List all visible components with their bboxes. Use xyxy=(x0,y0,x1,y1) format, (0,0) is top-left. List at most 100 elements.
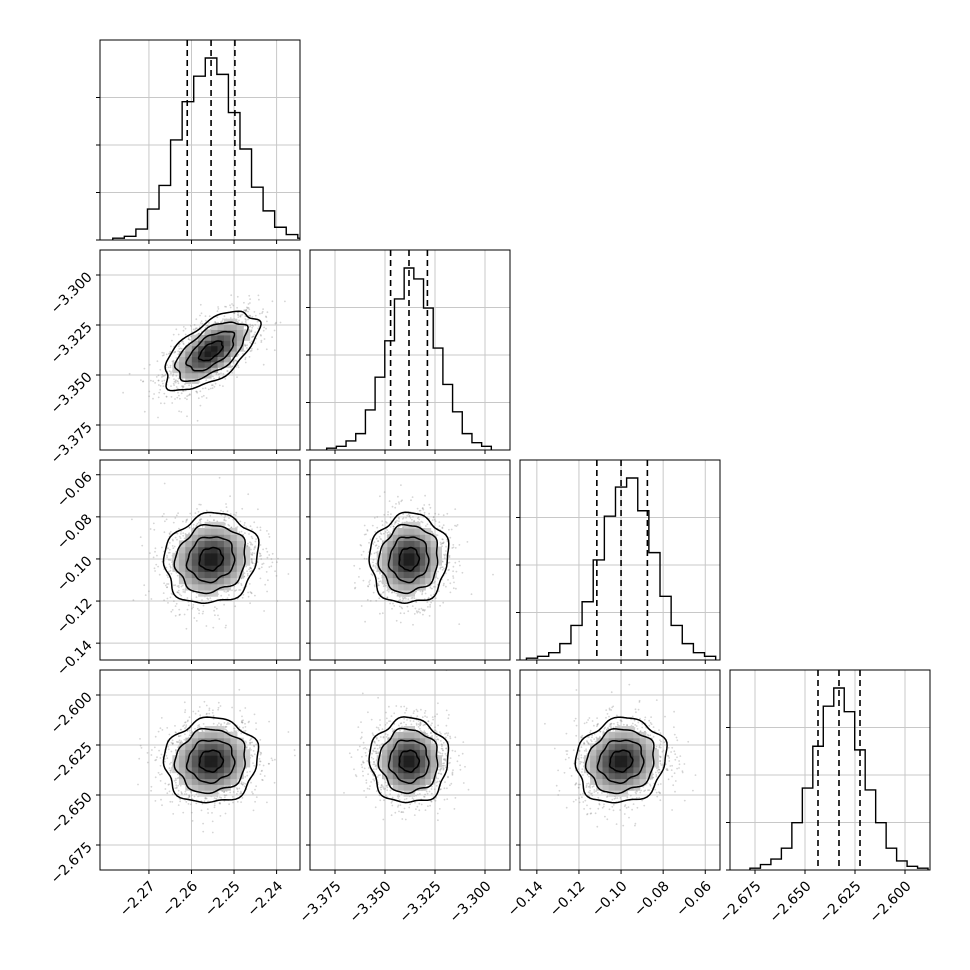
density-cell xyxy=(243,546,251,554)
sample-point xyxy=(442,601,445,604)
sample-point xyxy=(259,760,262,763)
sample-point xyxy=(423,504,426,506)
density-cell xyxy=(178,565,186,572)
y-tick-label: −0.12 xyxy=(54,595,96,637)
sample-point xyxy=(152,556,155,559)
sample-point xyxy=(184,591,186,594)
sample-point xyxy=(160,717,163,719)
sample-point xyxy=(181,385,183,388)
sample-point xyxy=(244,532,246,534)
sample-point xyxy=(223,518,226,521)
sample-point xyxy=(205,397,208,399)
density-cell xyxy=(185,540,193,548)
sample-point xyxy=(408,515,410,517)
sample-point xyxy=(417,516,420,519)
sample-point xyxy=(421,590,424,592)
density-cell xyxy=(211,558,219,566)
sample-point xyxy=(421,507,424,510)
sample-point xyxy=(377,540,380,542)
histogram-panel xyxy=(306,249,511,454)
density-cell xyxy=(414,583,421,591)
sample-point xyxy=(166,792,169,795)
sample-point xyxy=(167,547,169,550)
sample-point xyxy=(365,558,368,560)
sample-point xyxy=(173,380,176,383)
sample-point xyxy=(368,581,370,583)
sample-point xyxy=(188,795,191,798)
sample-point xyxy=(249,350,252,353)
density-cell xyxy=(230,577,238,585)
sample-point xyxy=(381,524,384,526)
sample-point xyxy=(439,567,442,570)
sample-point xyxy=(437,570,439,573)
sample-point xyxy=(232,362,235,364)
sample-point xyxy=(448,528,450,531)
sample-point xyxy=(204,319,207,322)
density-cell xyxy=(419,528,426,535)
sample-point xyxy=(403,612,406,615)
sample-point xyxy=(372,561,374,564)
sample-point xyxy=(441,542,444,545)
sample-point xyxy=(259,526,262,529)
density-cell xyxy=(204,329,212,336)
contour-line xyxy=(173,321,249,382)
density-cell xyxy=(392,583,399,591)
sample-point xyxy=(214,614,216,617)
density-cell xyxy=(198,540,206,548)
sample-point xyxy=(365,533,367,536)
sample-point xyxy=(171,793,174,796)
sample-point xyxy=(422,613,424,616)
sample-point xyxy=(391,591,393,594)
sample-point xyxy=(266,556,269,559)
sample-point xyxy=(194,328,197,330)
sample-point xyxy=(243,572,246,575)
sample-point xyxy=(397,516,400,519)
sample-point xyxy=(448,554,451,557)
sample-point xyxy=(237,321,239,324)
sample-point xyxy=(388,500,391,502)
density-cell xyxy=(217,521,225,529)
sample-point xyxy=(161,354,164,357)
sample-point xyxy=(197,510,200,513)
sample-point xyxy=(197,397,200,400)
sample-point xyxy=(163,531,166,534)
sample-point xyxy=(177,391,179,394)
histogram-panel xyxy=(96,39,301,244)
sample-point xyxy=(454,524,456,527)
sample-point xyxy=(363,557,366,560)
sample-point xyxy=(177,584,180,587)
sample-point xyxy=(265,327,267,330)
sample-point xyxy=(247,306,250,309)
density-cell xyxy=(436,546,442,554)
sample-point xyxy=(441,527,444,530)
density-cell xyxy=(409,589,415,597)
sample-point xyxy=(241,721,244,724)
sample-point xyxy=(445,550,447,552)
sample-point xyxy=(422,508,425,511)
sample-point xyxy=(245,322,247,324)
sample-point xyxy=(186,597,189,599)
density-cell xyxy=(409,583,415,591)
sample-point xyxy=(218,802,221,805)
sample-point xyxy=(195,524,198,527)
sample-point xyxy=(251,562,254,565)
sample-point xyxy=(239,589,242,591)
density-cell xyxy=(425,565,432,572)
sample-point xyxy=(247,318,249,321)
sample-point xyxy=(387,590,390,593)
sample-point xyxy=(192,526,195,529)
sample-point xyxy=(199,522,202,525)
density-cell xyxy=(398,583,405,591)
sample-point xyxy=(184,333,187,336)
sample-point xyxy=(452,587,455,590)
sample-point xyxy=(448,561,451,564)
sample-point xyxy=(253,548,256,551)
sample-point xyxy=(284,300,286,303)
sample-point xyxy=(249,323,252,326)
sample-point xyxy=(142,380,144,383)
sample-point xyxy=(170,371,172,373)
sample-point xyxy=(377,540,379,543)
sample-point xyxy=(178,348,181,350)
sample-point xyxy=(214,320,217,323)
sample-point xyxy=(250,330,253,333)
